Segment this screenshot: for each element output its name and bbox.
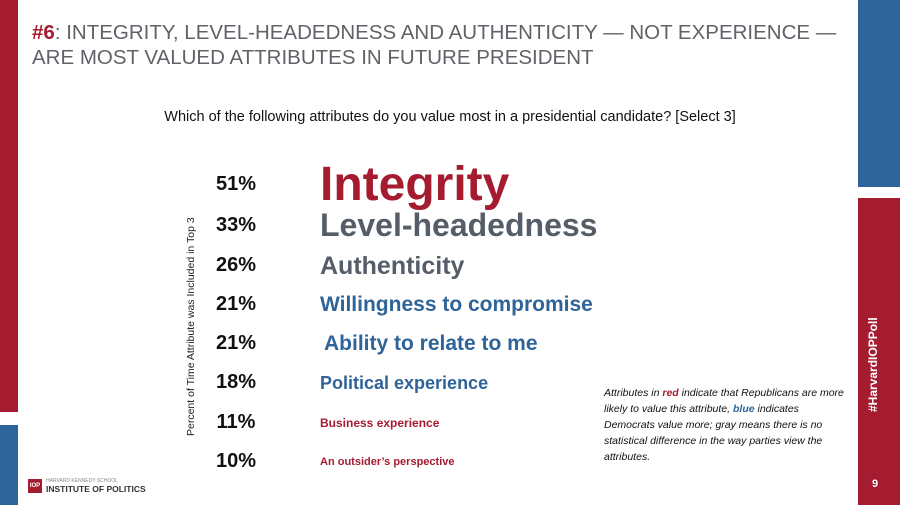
hashtag-text: #HarvardIOPPoll — [866, 317, 880, 412]
attribute-label: Business experience — [320, 416, 440, 431]
attribute-label: Authenticity — [320, 251, 465, 280]
attribute-label: Political experience — [320, 372, 489, 393]
page-number: 9 — [872, 478, 879, 490]
attribute-label: Level-headedness — [320, 207, 598, 244]
left-blue-stripe — [0, 425, 18, 505]
attribute-label: Integrity — [320, 158, 510, 212]
attribute-label: An outsider’s perspective — [320, 455, 455, 468]
y-axis-label-text: Percent of Time Attribute was Included i… — [185, 217, 197, 436]
iop-logo-mark: IOP — [28, 479, 42, 493]
attribute-label: Ability to relate to me — [324, 331, 538, 355]
percent-value: 18% — [215, 371, 257, 393]
note-part-1: Attributes in — [604, 387, 663, 399]
percent-value: 33% — [215, 214, 257, 236]
right-red-stripe — [858, 198, 900, 505]
right-blue-stripe — [858, 0, 900, 187]
slide-number: #6 — [32, 21, 55, 44]
iop-logo-text: INSTITUTE OF POLITICS — [46, 484, 146, 494]
headline-text: : INTEGRITY, LEVEL-HEADEDNESS AND AUTHEN… — [32, 21, 837, 69]
percent-value: 21% — [215, 332, 257, 354]
left-red-stripe — [0, 0, 18, 412]
percent-value: 21% — [215, 293, 257, 315]
percent-value: 11% — [216, 411, 256, 433]
note-part-3: indicates Democrats value more; gray mea… — [604, 403, 823, 463]
note-part-2: indicate that Republicans are more likel… — [604, 387, 844, 415]
attribute-label: Willingness to compromise — [320, 292, 593, 316]
percent-value: 51% — [215, 173, 257, 195]
percent-value: 26% — [215, 254, 257, 276]
color-legend-note: Attributes in red indicate that Republic… — [604, 385, 844, 465]
iop-logo-school: HARVARD KENNEDY SCHOOL — [46, 478, 118, 484]
page-title: #6: INTEGRITY, LEVEL-HEADEDNESS AND AUTH… — [32, 20, 852, 70]
note-red-word: red — [662, 387, 679, 399]
note-blue-word: blue — [732, 403, 755, 415]
survey-question: Which of the following attributes do you… — [164, 109, 736, 125]
percent-value: 10% — [215, 450, 257, 472]
